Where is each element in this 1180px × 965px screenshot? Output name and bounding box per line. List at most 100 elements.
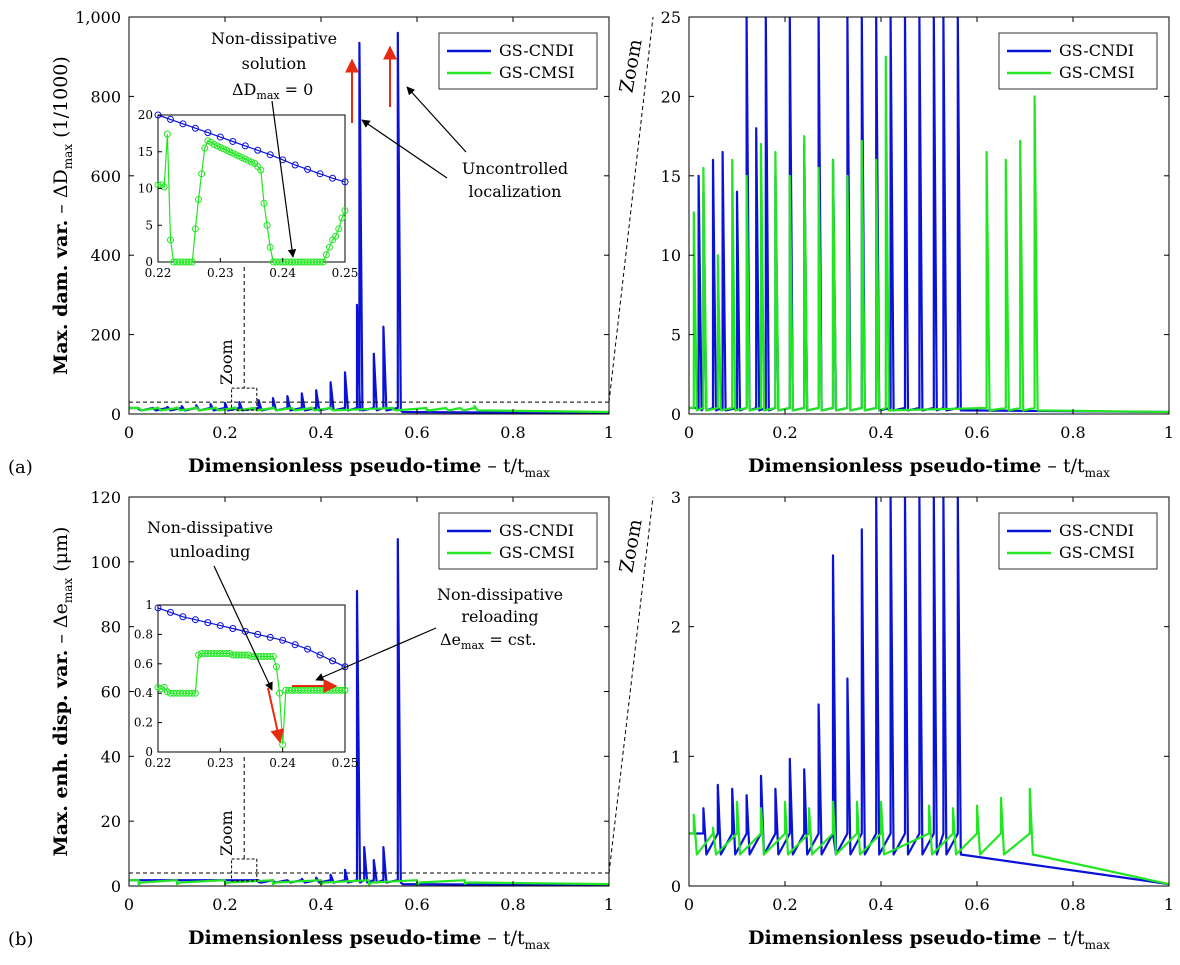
x-axis-label: Dimensionless pseudo-time – t/tmax	[748, 455, 1110, 480]
inset-marker	[216, 622, 224, 630]
inset-marker	[269, 652, 277, 660]
annotation-b-unloading: Non-dissipative unloading	[147, 518, 273, 561]
x-tick-label: 0.6	[964, 895, 989, 914]
inset-marker	[266, 633, 274, 641]
x-tick-label: 0.6	[964, 423, 989, 442]
inset-marker	[163, 130, 171, 138]
svg-text:Uncontrolled: Uncontrolled	[462, 159, 568, 178]
svg-text:Non-dissipative: Non-dissipative	[147, 518, 273, 537]
inset-marker	[341, 207, 349, 215]
x-axis-label: Dimensionless pseudo-time – t/tmax	[188, 455, 550, 480]
axes-frame	[688, 16, 1170, 415]
arrow-nondissipative-a	[271, 100, 297, 258]
series-line-gs-cmsi	[129, 879, 609, 886]
zoom-link	[608, 496, 654, 874]
svg-text:unloading: unloading	[170, 542, 251, 561]
inset-marker	[263, 221, 271, 229]
y-tick-label: 0	[111, 405, 121, 424]
inset-marker	[185, 258, 193, 266]
inset-y-tick-label: 0	[145, 745, 153, 759]
legend: GS-CNDI GS-CMSI	[438, 512, 598, 570]
inset-b_inset: 0.22 0.23 0.24 0.25 0 0.2 0.4 0.6 0.8 1	[134, 598, 358, 770]
inset-marker	[195, 196, 203, 204]
inset-marker	[179, 120, 187, 128]
y-tick-label: 1	[671, 747, 681, 766]
x-tick-label: 0.8	[1060, 423, 1085, 442]
inset-marker	[191, 616, 199, 624]
inset-marker	[191, 124, 199, 132]
inset-marker	[304, 645, 312, 653]
y-tick-label: 60	[101, 683, 121, 702]
y-tick-label: 25	[661, 8, 681, 27]
x-tick-label: 0.2	[212, 895, 237, 914]
legend-box	[998, 32, 1158, 90]
x-axis-label: Dimensionless pseudo-time – t/tmax	[188, 927, 550, 952]
svg-text:localization: localization	[469, 182, 562, 201]
inset-marker	[316, 170, 324, 178]
zoom-axis-label: Zoom	[616, 517, 647, 574]
inset-y-tick-label: 1	[145, 598, 153, 612]
svg-text:Δemax = cst.: Δemax = cst.	[440, 630, 537, 652]
y-tick-label: 600	[90, 167, 121, 186]
x-tick-label: 0.4	[308, 895, 333, 914]
y-tick-label: 1,000	[75, 8, 121, 27]
x-tick-label: 0.4	[308, 423, 333, 442]
y-axis-label: Max. dam. var. – ΔDmax (1/1000)	[50, 56, 75, 375]
svg-text:ΔDmax = 0: ΔDmax = 0	[232, 80, 313, 102]
inset-marker	[166, 115, 174, 123]
y-tick-label: 20	[101, 812, 121, 831]
inset-y-tick-label: 10	[138, 182, 153, 196]
y-tick-label: 80	[101, 618, 121, 637]
inset-marker	[241, 142, 249, 150]
inset-marker	[201, 144, 209, 152]
zoom-axis-label: Zoom	[616, 37, 647, 94]
inset-x-tick-label: 0.24	[269, 266, 296, 280]
data-a_zoom	[689, 17, 1169, 414]
zoom-link	[608, 16, 654, 403]
inset-marker	[241, 627, 249, 635]
x-tick-label: 0.8	[500, 895, 525, 914]
inset-marker	[188, 689, 196, 697]
inset-marker	[254, 630, 262, 638]
svg-text:Non-dissipative: Non-dissipative	[211, 29, 337, 48]
inset-marker	[229, 625, 237, 633]
y-tick-label: 800	[90, 87, 121, 106]
inset-marker	[154, 181, 162, 189]
y-tick-label: 10	[661, 246, 681, 265]
inset-marker	[257, 166, 265, 174]
inset-marker	[325, 243, 333, 251]
panel-label-b: (b)	[8, 929, 34, 950]
inset-y-tick-label: 0.6	[134, 657, 153, 671]
inset-y-tick-label: 0.8	[134, 627, 153, 641]
data-a_main	[129, 31, 609, 414]
svg-text:reloading: reloading	[461, 607, 538, 626]
inset-marker	[332, 232, 340, 240]
legend-label: GS-CMSI	[499, 543, 575, 562]
chart-b_main: 0 0.2 0.4 0.6 0.8 1 0 20 40 60 80 100 120 Dimensionle…	[50, 488, 654, 952]
legend: GS-CNDI GS-CMSI	[998, 512, 1158, 570]
inset-marker	[223, 650, 231, 658]
x-tick-label: 0.2	[772, 895, 797, 914]
inset-marker	[191, 225, 199, 233]
legend-box	[438, 512, 598, 570]
inset-marker	[266, 243, 274, 251]
data-b_main	[129, 538, 609, 886]
inset-marker	[322, 251, 330, 259]
inset-frame	[157, 604, 346, 753]
inset-marker	[335, 225, 343, 233]
inset-y-tick-label: 20	[138, 108, 153, 122]
inset-x-tick-label: 0.24	[269, 756, 296, 770]
y-tick-label: 15	[661, 167, 681, 186]
inset-marker	[204, 619, 212, 627]
inset-marker	[166, 236, 174, 244]
x-tick-label: 0.8	[500, 423, 525, 442]
y-tick-label: 200	[90, 326, 121, 345]
inset-marker	[216, 133, 224, 141]
legend-label: GS-CMSI	[1059, 543, 1135, 562]
series-line-gs-cmsi	[129, 405, 609, 414]
inset-a_inset: 0.22 0.23 0.24 0.25 0 5 10 15 20	[138, 108, 359, 280]
svg-text:solution: solution	[242, 54, 307, 73]
inset-marker	[204, 129, 212, 137]
red-arrow-unloading	[267, 687, 285, 744]
